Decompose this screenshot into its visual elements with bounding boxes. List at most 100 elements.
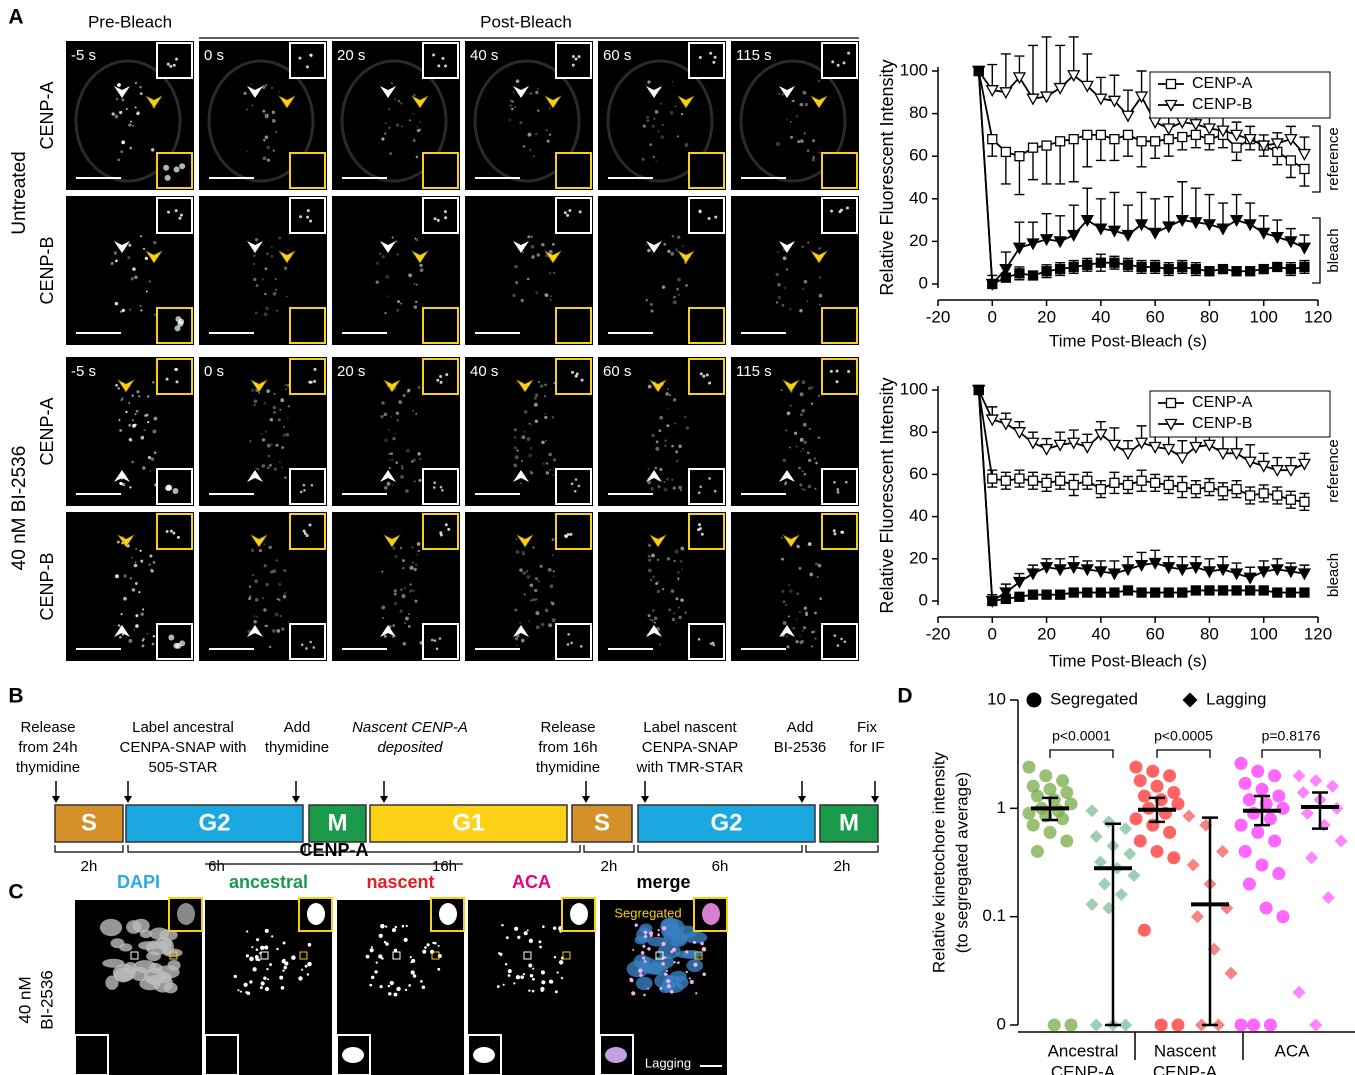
inset-speckle (833, 481, 836, 484)
inset-speckle (447, 528, 450, 531)
kinetochore (282, 959, 286, 963)
data-point (1044, 826, 1057, 839)
speckle (384, 413, 388, 417)
speckle (400, 547, 402, 549)
speckle (129, 486, 131, 488)
speckle (805, 103, 809, 107)
speckle (678, 444, 682, 448)
speckle (384, 312, 386, 314)
kinetochore (258, 959, 261, 962)
speckle (147, 421, 149, 423)
data-point (1247, 807, 1260, 820)
speckle (266, 146, 270, 150)
kinetochore (638, 969, 642, 973)
inset-bottom (556, 153, 591, 188)
event-text: Release (540, 719, 595, 736)
speckle (537, 109, 539, 111)
inset-speckle (441, 57, 444, 60)
data-point (1096, 588, 1105, 597)
data-point (1134, 834, 1147, 847)
event-text: Add (284, 719, 311, 736)
speckle (684, 416, 687, 419)
speckle (142, 638, 144, 640)
inset-top (689, 43, 724, 78)
kinetochore (693, 963, 697, 967)
speckle (531, 245, 535, 249)
inset-speckle (178, 217, 181, 220)
speckle (401, 125, 403, 127)
phase-label: G2 (710, 809, 742, 836)
data-point (1029, 143, 1038, 152)
speckle (133, 629, 135, 631)
inset-blob (473, 1047, 495, 1063)
data-point (1239, 845, 1252, 858)
x-tick-label: 40 (1091, 624, 1110, 643)
data-point (1246, 586, 1255, 595)
speckle (140, 309, 142, 311)
speckle (812, 139, 815, 142)
inset-speckle (714, 490, 717, 493)
inset-speckle (166, 485, 172, 491)
speckle (553, 576, 555, 578)
speckle (277, 598, 279, 600)
speckle (286, 296, 288, 298)
data-point (1042, 590, 1051, 599)
inset-speckle (714, 216, 717, 219)
speckle (415, 413, 417, 415)
kinetochore (541, 980, 545, 984)
speckle (117, 159, 120, 162)
kinetochore (410, 956, 412, 958)
speckle (246, 108, 248, 110)
data-point (1027, 819, 1040, 832)
inset-speckle (847, 370, 850, 373)
inset-speckle (440, 534, 443, 537)
speckle (677, 278, 681, 282)
inset-speckle (840, 638, 843, 641)
speckle (548, 453, 551, 456)
speckle (514, 106, 516, 108)
lagging-label: Lagging (645, 1055, 691, 1070)
speckle (798, 467, 801, 470)
speckle (535, 291, 538, 294)
chromatin (670, 971, 687, 982)
kinetochore (424, 946, 427, 949)
speckle (529, 470, 531, 472)
kinetochore (422, 985, 426, 989)
speckle (819, 276, 821, 278)
event-text: with TMR-STAR (636, 759, 744, 776)
speckle (521, 299, 525, 303)
speckle (662, 588, 664, 590)
speckle (273, 149, 275, 151)
speckle (143, 248, 145, 250)
inset-speckle (569, 533, 572, 536)
inset-speckle (578, 55, 581, 58)
speckle (796, 640, 799, 643)
kinetochore (523, 973, 525, 975)
inset-speckle (575, 58, 578, 61)
speckle (414, 480, 416, 482)
kinetochore (662, 926, 666, 930)
data-point (1083, 476, 1092, 485)
kinetochore (265, 929, 269, 933)
data-point (1300, 497, 1309, 506)
speckle (121, 98, 124, 101)
data-point (1151, 137, 1160, 146)
inset-speckle (439, 637, 442, 640)
speckle (802, 246, 804, 248)
speckle (272, 569, 276, 573)
x-tick-label: 0 (988, 307, 997, 326)
kinetochore (641, 951, 645, 955)
speckle (148, 456, 151, 459)
data-point (1239, 777, 1252, 790)
inset-speckle (303, 489, 306, 492)
speckle (280, 398, 284, 402)
speckle (402, 559, 405, 562)
inset-bottom (290, 308, 325, 343)
data-point (1272, 789, 1285, 802)
x-tick-label: -20 (926, 624, 951, 643)
speckle (409, 119, 411, 121)
kinetochore (667, 984, 671, 988)
data-point (1151, 588, 1160, 597)
x-tick-label: 60 (1146, 624, 1165, 643)
speckle (400, 102, 402, 104)
